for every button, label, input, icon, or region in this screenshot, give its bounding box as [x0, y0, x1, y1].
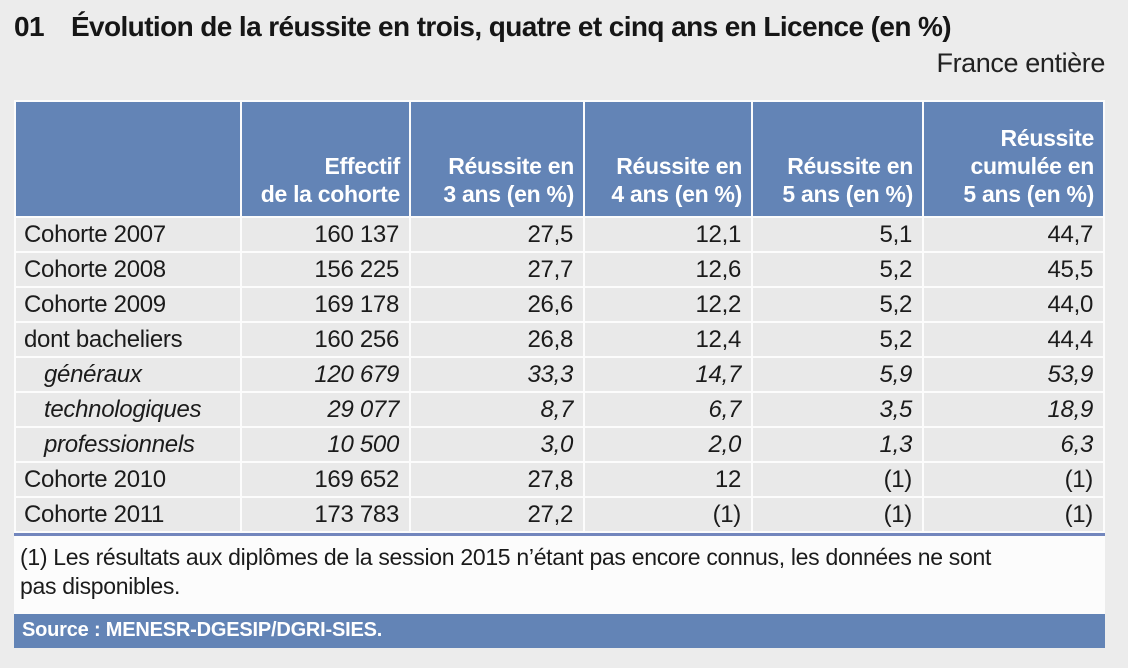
- cell-3ans: 33,3: [411, 358, 583, 391]
- table-row-generaux: généraux 120 679 33,3 14,7 5,9 53,9: [16, 358, 1103, 391]
- cell-5ans: (1): [753, 463, 922, 496]
- scope-subtitle: France entière: [936, 48, 1106, 78]
- cell-cumulee: 18,9: [924, 393, 1103, 426]
- row-label: dont bacheliers: [16, 323, 240, 356]
- row-label: Cohorte 2010: [16, 463, 240, 496]
- header-row: Effectif de la cohorte Réussite en 3 ans…: [16, 102, 1103, 216]
- cell-3ans: 26,6: [411, 288, 583, 321]
- header-line: 4 ans (en %): [611, 181, 742, 207]
- row-label: Cohorte 2007: [16, 218, 240, 251]
- cell-4ans: 6,7: [585, 393, 751, 426]
- cell-4ans: 12: [585, 463, 751, 496]
- cell-4ans: 14,7: [585, 358, 751, 391]
- table-row-dont-bacheliers: dont bacheliers 160 256 26,8 12,4 5,2 44…: [16, 323, 1103, 356]
- col-header-reussite-3ans: Réussite en 3 ans (en %): [411, 102, 583, 216]
- cell-effectif: 120 679: [242, 358, 409, 391]
- header-line: Réussite en: [616, 153, 742, 179]
- figure-number: 01: [14, 11, 45, 42]
- cell-cumulee: (1): [924, 463, 1103, 496]
- cell-effectif: 156 225: [242, 253, 409, 286]
- row-label: technologiques: [16, 393, 240, 426]
- cell-cumulee: 45,5: [924, 253, 1103, 286]
- col-header-reussite-4ans: Réussite en 4 ans (en %): [585, 102, 751, 216]
- cell-cumulee: (1): [924, 498, 1103, 531]
- table-row-cohorte-2010: Cohorte 2010 169 652 27,8 12 (1) (1): [16, 463, 1103, 496]
- cell-3ans: 27,5: [411, 218, 583, 251]
- cell-3ans: 27,8: [411, 463, 583, 496]
- table-row-professionnels: professionnels 10 500 3,0 2,0 1,3 6,3: [16, 428, 1103, 461]
- col-header-reussite-cumulee: Réussite cumulée en 5 ans (en %): [924, 102, 1103, 216]
- cell-5ans: 5,2: [753, 288, 922, 321]
- cell-4ans: 2,0: [585, 428, 751, 461]
- cell-cumulee: 44,4: [924, 323, 1103, 356]
- table-row-cohorte-2009: Cohorte 2009 169 178 26,6 12,2 5,2 44,0: [16, 288, 1103, 321]
- cell-5ans: 3,5: [753, 393, 922, 426]
- cell-3ans: 27,7: [411, 253, 583, 286]
- cell-5ans: 5,9: [753, 358, 922, 391]
- row-label: Cohorte 2009: [16, 288, 240, 321]
- cell-effectif: 29 077: [242, 393, 409, 426]
- cell-effectif: 160 256: [242, 323, 409, 356]
- footnote-line: pas disponibles.: [20, 573, 181, 599]
- cell-4ans: 12,6: [585, 253, 751, 286]
- results-table: Effectif de la cohorte Réussite en 3 ans…: [14, 100, 1105, 533]
- header-line: 5 ans (en %): [963, 181, 1094, 207]
- table-body: Cohorte 2007 160 137 27,5 12,1 5,1 44,7 …: [16, 218, 1103, 531]
- header-line: Effectif: [324, 153, 400, 179]
- source-bar: Source : MENESR-DGESIP/DGRI-SIES.: [14, 614, 1105, 648]
- header-line: Réussite: [1000, 125, 1095, 151]
- header-line: Réussite en: [787, 153, 913, 179]
- cell-cumulee: 44,0: [924, 288, 1103, 321]
- cell-effectif: 173 783: [242, 498, 409, 531]
- table-row-cohorte-2007: Cohorte 2007 160 137 27,5 12,1 5,1 44,7: [16, 218, 1103, 251]
- col-header-reussite-5ans: Réussite en 5 ans (en %): [753, 102, 922, 216]
- cell-3ans: 27,2: [411, 498, 583, 531]
- table-header: Effectif de la cohorte Réussite en 3 ans…: [16, 102, 1103, 216]
- figure-container: 01 Évolution de la réussite en trois, qu…: [14, 0, 1105, 648]
- cell-cumulee: 6,3: [924, 428, 1103, 461]
- cell-4ans: 12,4: [585, 323, 751, 356]
- cell-4ans: (1): [585, 498, 751, 531]
- cell-3ans: 26,8: [411, 323, 583, 356]
- table-row-technologiques: technologiques 29 077 8,7 6,7 3,5 18,9: [16, 393, 1103, 426]
- cell-cumulee: 53,9: [924, 358, 1103, 391]
- row-label: Cohorte 2011: [16, 498, 240, 531]
- row-label: professionnels: [16, 428, 240, 461]
- footnote: (1) Les résultats aux diplômes de la ses…: [14, 536, 1105, 614]
- cell-3ans: 8,7: [411, 393, 583, 426]
- header-line: cumulée en: [970, 153, 1094, 179]
- cell-5ans: 5,2: [753, 253, 922, 286]
- figure-title: 01 Évolution de la réussite en trois, qu…: [14, 0, 1105, 45]
- row-label: Cohorte 2008: [16, 253, 240, 286]
- table-row-cohorte-2008: Cohorte 2008 156 225 27,7 12,6 5,2 45,5: [16, 253, 1103, 286]
- row-label: généraux: [16, 358, 240, 391]
- footnote-line: (1) Les résultats aux diplômes de la ses…: [20, 544, 992, 570]
- cell-cumulee: 44,7: [924, 218, 1103, 251]
- col-header-effectif: Effectif de la cohorte: [242, 102, 409, 216]
- cell-4ans: 12,2: [585, 288, 751, 321]
- cell-5ans: (1): [753, 498, 922, 531]
- cell-5ans: 5,2: [753, 323, 922, 356]
- header-line: 5 ans (en %): [782, 181, 913, 207]
- col-header-row-label: [16, 102, 240, 216]
- table-bottom-rule: [14, 533, 1105, 536]
- cell-effectif: 169 178: [242, 288, 409, 321]
- header-line: Réussite en: [448, 153, 574, 179]
- header-line: de la cohorte: [260, 181, 401, 207]
- cell-effectif: 160 137: [242, 218, 409, 251]
- header-line: 3 ans (en %): [443, 181, 574, 207]
- cell-5ans: 1,3: [753, 428, 922, 461]
- table-row-cohorte-2011: Cohorte 2011 173 783 27,2 (1) (1) (1): [16, 498, 1103, 531]
- cell-effectif: 10 500: [242, 428, 409, 461]
- cell-3ans: 3,0: [411, 428, 583, 461]
- figure-title-text: Évolution de la réussite en trois, quatr…: [70, 11, 952, 42]
- cell-4ans: 12,1: [585, 218, 751, 251]
- cell-effectif: 169 652: [242, 463, 409, 496]
- cell-5ans: 5,1: [753, 218, 922, 251]
